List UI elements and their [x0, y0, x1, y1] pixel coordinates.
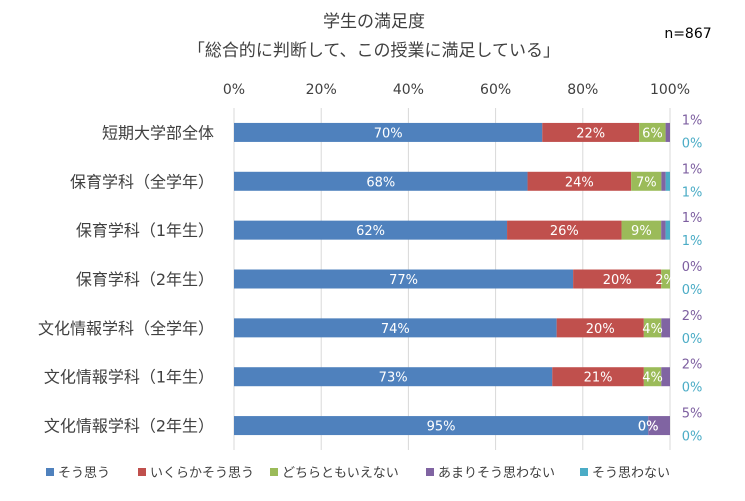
data-label: 21%	[584, 371, 613, 386]
legend-label: そう思わない	[592, 466, 670, 481]
legend-label: あまりそう思わない	[438, 466, 555, 481]
category-label: 文化情報学科（2年生）	[44, 417, 214, 436]
data-label: 1%	[682, 234, 703, 249]
category-label: 保育学科（1年生）	[76, 221, 214, 240]
bar-segment	[661, 220, 666, 240]
sample-size-annotation: n=867	[664, 26, 711, 42]
bar-segment	[527, 171, 632, 191]
category-label: 文化情報学科（1年生）	[44, 368, 214, 387]
chart-subtitle: 「総合的に判断して、この授業に満足している」	[188, 41, 560, 61]
data-label: 74%	[381, 322, 410, 337]
bar-segment	[648, 416, 670, 436]
category-label: 保育学科（全学年）	[70, 172, 214, 191]
bar-segment	[542, 122, 640, 142]
data-label: 70%	[374, 126, 403, 141]
data-label: 20%	[586, 322, 615, 337]
bar-segment	[234, 367, 553, 387]
bar-segment	[234, 220, 508, 240]
data-label: 0%	[682, 381, 703, 396]
data-label: 68%	[366, 175, 395, 190]
data-label: 1%	[682, 113, 703, 128]
bar-segment	[661, 269, 670, 289]
x-tick-label: 40%	[393, 82, 424, 98]
bar-segment	[621, 220, 662, 240]
data-label: 73%	[379, 371, 408, 386]
data-label: 77%	[389, 273, 418, 288]
data-label: 24%	[565, 175, 594, 190]
legend-swatch	[270, 468, 278, 476]
bar-segment	[661, 367, 670, 387]
data-label: 5%	[682, 407, 703, 422]
data-label: 0%	[682, 430, 703, 445]
legend-swatch	[46, 468, 54, 476]
chart-title: 学生の満足度	[323, 12, 425, 32]
bar-segment	[639, 122, 666, 142]
data-label: 95%	[427, 420, 456, 435]
data-label: 4%	[642, 371, 663, 386]
x-tick-label: 60%	[480, 82, 511, 98]
x-tick-label: 0%	[223, 82, 245, 98]
legend-swatch	[426, 468, 434, 476]
bar-segment	[234, 269, 574, 289]
bar-segment	[631, 171, 662, 191]
data-label: 0%	[682, 283, 703, 298]
bar-segment	[234, 416, 649, 436]
data-label: 7%	[636, 175, 657, 190]
data-label: 4%	[642, 322, 663, 337]
bar-segment	[507, 220, 622, 240]
x-tick-label: 20%	[306, 82, 337, 98]
data-label: 62%	[356, 224, 385, 239]
x-tick-label: 80%	[567, 82, 598, 98]
data-label: 20%	[603, 273, 632, 288]
bar-segment	[661, 318, 670, 338]
data-label: 0%	[638, 420, 659, 435]
data-label: 0%	[638, 420, 659, 435]
data-label: 9%	[631, 224, 652, 239]
bar-segment	[556, 318, 644, 338]
bar-segment	[643, 367, 662, 387]
data-label: 0%	[682, 332, 703, 347]
data-label: 1%	[682, 185, 703, 200]
data-label: 1%	[682, 162, 703, 177]
bar-segment	[234, 122, 543, 142]
x-tick-label: 100%	[650, 82, 690, 98]
bar-segment	[643, 318, 662, 338]
bar-segment	[234, 318, 557, 338]
legend-label: どちらともいえない	[282, 466, 399, 481]
category-label: 短期大学部全体	[102, 123, 214, 142]
data-label: 2%	[655, 273, 676, 288]
bar-segment	[665, 171, 670, 191]
category-label: 文化情報学科（全学年）	[38, 319, 214, 338]
data-label: 2%	[682, 358, 703, 373]
bar-segment	[661, 171, 666, 191]
legend-swatch	[580, 468, 588, 476]
data-label: 1%	[682, 211, 703, 226]
data-label: 26%	[550, 224, 579, 239]
bar-segment	[552, 367, 644, 387]
bar-segment	[573, 269, 662, 289]
category-label: 保育学科（2年生）	[76, 270, 214, 289]
legend-swatch	[138, 468, 146, 476]
legend-label: そう思う	[58, 466, 110, 481]
data-label: 2%	[682, 309, 703, 324]
bar-segment	[665, 220, 670, 240]
data-label: 6%	[642, 126, 663, 141]
data-label: 22%	[576, 126, 605, 141]
data-label: 0%	[682, 136, 703, 151]
legend-label: いくらかそう思う	[150, 466, 254, 481]
bar-segment	[665, 122, 670, 142]
bar-segment	[234, 171, 528, 191]
data-label: 0%	[682, 260, 703, 275]
